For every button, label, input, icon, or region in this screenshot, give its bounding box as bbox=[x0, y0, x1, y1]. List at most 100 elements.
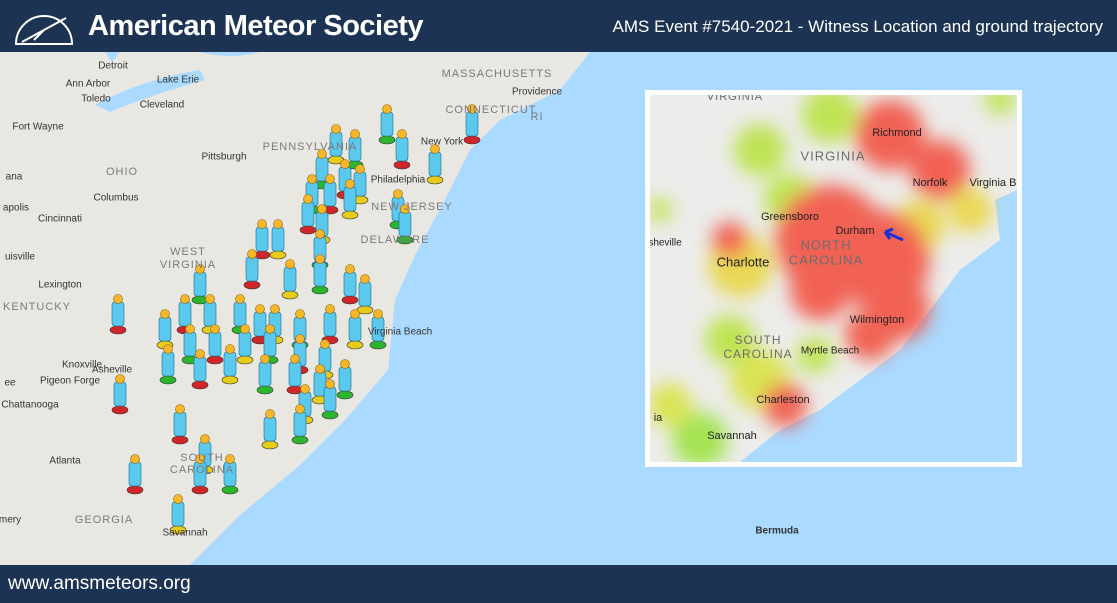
marker-body bbox=[343, 186, 357, 212]
map-label: CAROLINA bbox=[170, 464, 234, 476]
marker-body bbox=[171, 501, 185, 527]
marker-head bbox=[210, 324, 220, 334]
inset-label: Savannah bbox=[707, 430, 757, 442]
marker-body bbox=[288, 361, 302, 387]
marker-head bbox=[300, 384, 310, 394]
marker-base bbox=[346, 340, 364, 350]
marker-base bbox=[191, 485, 209, 495]
marker-base bbox=[126, 485, 144, 495]
marker-body bbox=[223, 351, 237, 377]
marker-head bbox=[257, 219, 267, 229]
marker-body bbox=[253, 311, 267, 337]
map-label: NEW JERSEY bbox=[371, 201, 453, 213]
marker-body bbox=[113, 381, 127, 407]
marker-base bbox=[281, 290, 299, 300]
inset-label: sheville bbox=[648, 238, 682, 249]
marker-head bbox=[260, 354, 270, 364]
heat-blob bbox=[985, 95, 1015, 115]
map-label: Fort Wayne bbox=[12, 122, 64, 133]
logo bbox=[14, 15, 74, 45]
map-label: Philadelphia bbox=[371, 175, 426, 186]
marker-base bbox=[171, 435, 189, 445]
inset-label: Charlotte bbox=[717, 254, 770, 269]
marker-head bbox=[225, 454, 235, 464]
trajectory-arrow bbox=[883, 227, 904, 242]
heat-blob bbox=[797, 337, 833, 373]
map-label: KENTUCKY bbox=[3, 301, 71, 313]
marker-base bbox=[336, 390, 354, 400]
map-label: Chattanooga bbox=[1, 400, 59, 411]
marker-head bbox=[195, 349, 205, 359]
marker-head bbox=[113, 294, 123, 304]
marker-head bbox=[355, 164, 365, 174]
marker-base bbox=[321, 410, 339, 420]
marker-head bbox=[240, 324, 250, 334]
inset-label: Wilmington bbox=[850, 314, 904, 326]
marker-head bbox=[303, 194, 313, 204]
marker-head bbox=[200, 434, 210, 444]
map-label: GEORGIA bbox=[75, 514, 133, 526]
marker-body bbox=[178, 301, 192, 327]
marker-head bbox=[382, 104, 392, 114]
heat-blob bbox=[705, 315, 755, 365]
marker-head bbox=[195, 454, 205, 464]
site-url[interactable]: www.amsmeteors.org bbox=[8, 573, 191, 594]
marker-base bbox=[206, 355, 224, 365]
map-label: Cleveland bbox=[140, 100, 184, 111]
header: American Meteor Society AMS Event #7540-… bbox=[0, 0, 1117, 52]
marker-head bbox=[185, 324, 195, 334]
heat-blob bbox=[910, 140, 970, 200]
map-label: Lexington bbox=[38, 280, 81, 291]
inset-label: Greensboro bbox=[761, 211, 819, 223]
marker-head bbox=[273, 219, 283, 229]
map-label: ee bbox=[4, 378, 16, 389]
marker-head bbox=[467, 104, 477, 114]
marker-base bbox=[311, 285, 329, 295]
marker-head bbox=[397, 129, 407, 139]
inset-label: VIRGINIA bbox=[800, 148, 865, 163]
heat-blob bbox=[763, 383, 807, 427]
marker-head bbox=[325, 174, 335, 184]
inset-label: SOUTH bbox=[735, 333, 782, 347]
marker-body bbox=[173, 411, 187, 437]
map-label: SOUTH bbox=[180, 452, 224, 464]
marker-head bbox=[163, 344, 173, 354]
marker-base bbox=[261, 440, 279, 450]
marker-head bbox=[290, 354, 300, 364]
marker-head bbox=[340, 359, 350, 369]
marker-head bbox=[270, 304, 280, 314]
lake-erie bbox=[95, 70, 205, 112]
inset-label: Virginia B bbox=[970, 177, 1017, 189]
map-label: DELAWARE bbox=[361, 234, 430, 246]
map-label: Pigeon Forge bbox=[40, 376, 100, 387]
marker-base bbox=[159, 375, 177, 385]
marker-head bbox=[265, 324, 275, 334]
marker-base bbox=[236, 355, 254, 365]
marker-head bbox=[325, 304, 335, 314]
heat-blob bbox=[845, 310, 895, 360]
marker-head bbox=[247, 249, 257, 259]
marker-head bbox=[360, 274, 370, 284]
inset-label: ia bbox=[654, 412, 663, 424]
heat-blob bbox=[855, 100, 925, 170]
marker-head bbox=[173, 494, 183, 504]
marker-head bbox=[130, 454, 140, 464]
map-label: uisville bbox=[5, 252, 35, 263]
marker-base bbox=[221, 375, 239, 385]
marker-head bbox=[317, 204, 327, 214]
marker-head bbox=[180, 294, 190, 304]
map-label: New York bbox=[421, 137, 464, 148]
map-label: VIRGINIA bbox=[160, 259, 216, 271]
marker-body bbox=[293, 411, 307, 437]
marker-body bbox=[203, 301, 217, 327]
marker-head bbox=[317, 149, 327, 159]
marker-body bbox=[233, 301, 247, 327]
inset-label: Richmond bbox=[872, 127, 922, 139]
marker-body bbox=[428, 151, 442, 177]
heat-blob bbox=[650, 383, 692, 427]
map-label: Cincinnati bbox=[38, 214, 82, 225]
inset-label: VIRGINIA bbox=[707, 91, 763, 103]
marker-head bbox=[307, 174, 317, 184]
marker-head bbox=[373, 309, 383, 319]
